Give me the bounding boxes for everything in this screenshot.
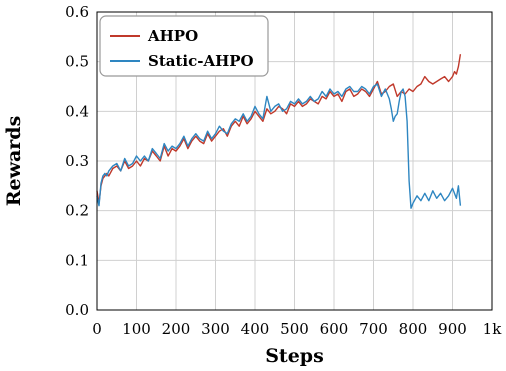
x-tick-label: 1k [483,320,503,338]
legend-label-static-ahpo: Static-AHPO [148,52,254,70]
legend-box [99,15,269,77]
x-tick-label: 300 [201,320,230,338]
y-tick-label: 0.5 [65,53,89,71]
x-tick-label: 100 [122,320,151,338]
y-tick-label: 0.0 [65,301,89,319]
x-tick-label: 900 [438,320,467,338]
y-tick-label: 0.3 [65,152,89,170]
x-tick-label: 600 [320,320,349,338]
y-axis-title: Rewards [3,116,25,207]
x-tick-label: 700 [359,320,388,338]
y-tick-label: 0.4 [65,102,89,120]
series-group [96,54,462,209]
x-axis-title: Steps [265,345,324,367]
tick-labels: 0.0 0.1 0.2 0.3 0.4 0.5 0.6 0 100 200 300 400 500 600… [65,3,502,338]
y-tick-label: 0.1 [65,251,89,269]
x-tick-label: 0 [92,320,102,338]
y-tick-label: 0.6 [65,3,89,21]
series-line-static-ahpo [96,83,462,209]
legend-label-ahpo: AHPO [147,27,198,45]
x-tick-label: 400 [241,320,270,338]
plot-frame [96,11,493,311]
x-tick-label: 200 [162,320,191,338]
x-tick-label: 500 [280,320,309,338]
y-tick-label: 0.2 [65,202,89,220]
x-tick-label: 800 [399,320,428,338]
legend: AHPO Static-AHPO [99,15,269,77]
